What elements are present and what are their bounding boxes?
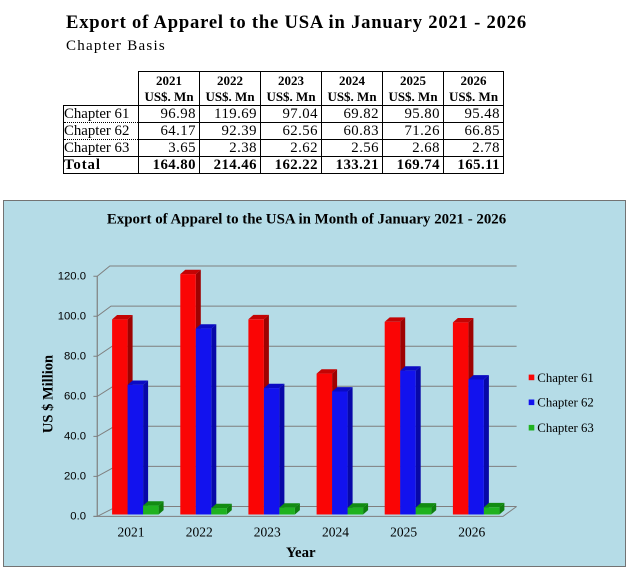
svg-text:20.0: 20.0 [64, 471, 86, 483]
svg-text:0.0: 0.0 [70, 511, 86, 523]
svg-text:60.0: 60.0 [64, 391, 86, 403]
svg-text:US $ Million: US $ Million [41, 355, 57, 433]
svg-text:Chapter 63: Chapter 63 [537, 421, 594, 435]
svg-text:2023: 2023 [254, 525, 281, 540]
svg-text:2021: 2021 [118, 525, 145, 540]
svg-text:Year: Year [286, 545, 316, 561]
svg-text:Export of Apparel to the USA i: Export of Apparel to the USA in Month of… [107, 211, 507, 227]
svg-text:40.0: 40.0 [64, 431, 86, 443]
svg-text:2026: 2026 [458, 525, 485, 540]
svg-text:2022: 2022 [186, 525, 213, 540]
svg-text:Chapter 62: Chapter 62 [537, 396, 594, 410]
svg-text:80.0: 80.0 [64, 351, 86, 363]
svg-text:100.0: 100.0 [58, 311, 86, 323]
svg-text:2024: 2024 [322, 525, 349, 540]
svg-text:2025: 2025 [390, 525, 417, 540]
svg-text:Chapter 61: Chapter 61 [537, 371, 594, 385]
svg-text:120.0: 120.0 [58, 271, 86, 283]
